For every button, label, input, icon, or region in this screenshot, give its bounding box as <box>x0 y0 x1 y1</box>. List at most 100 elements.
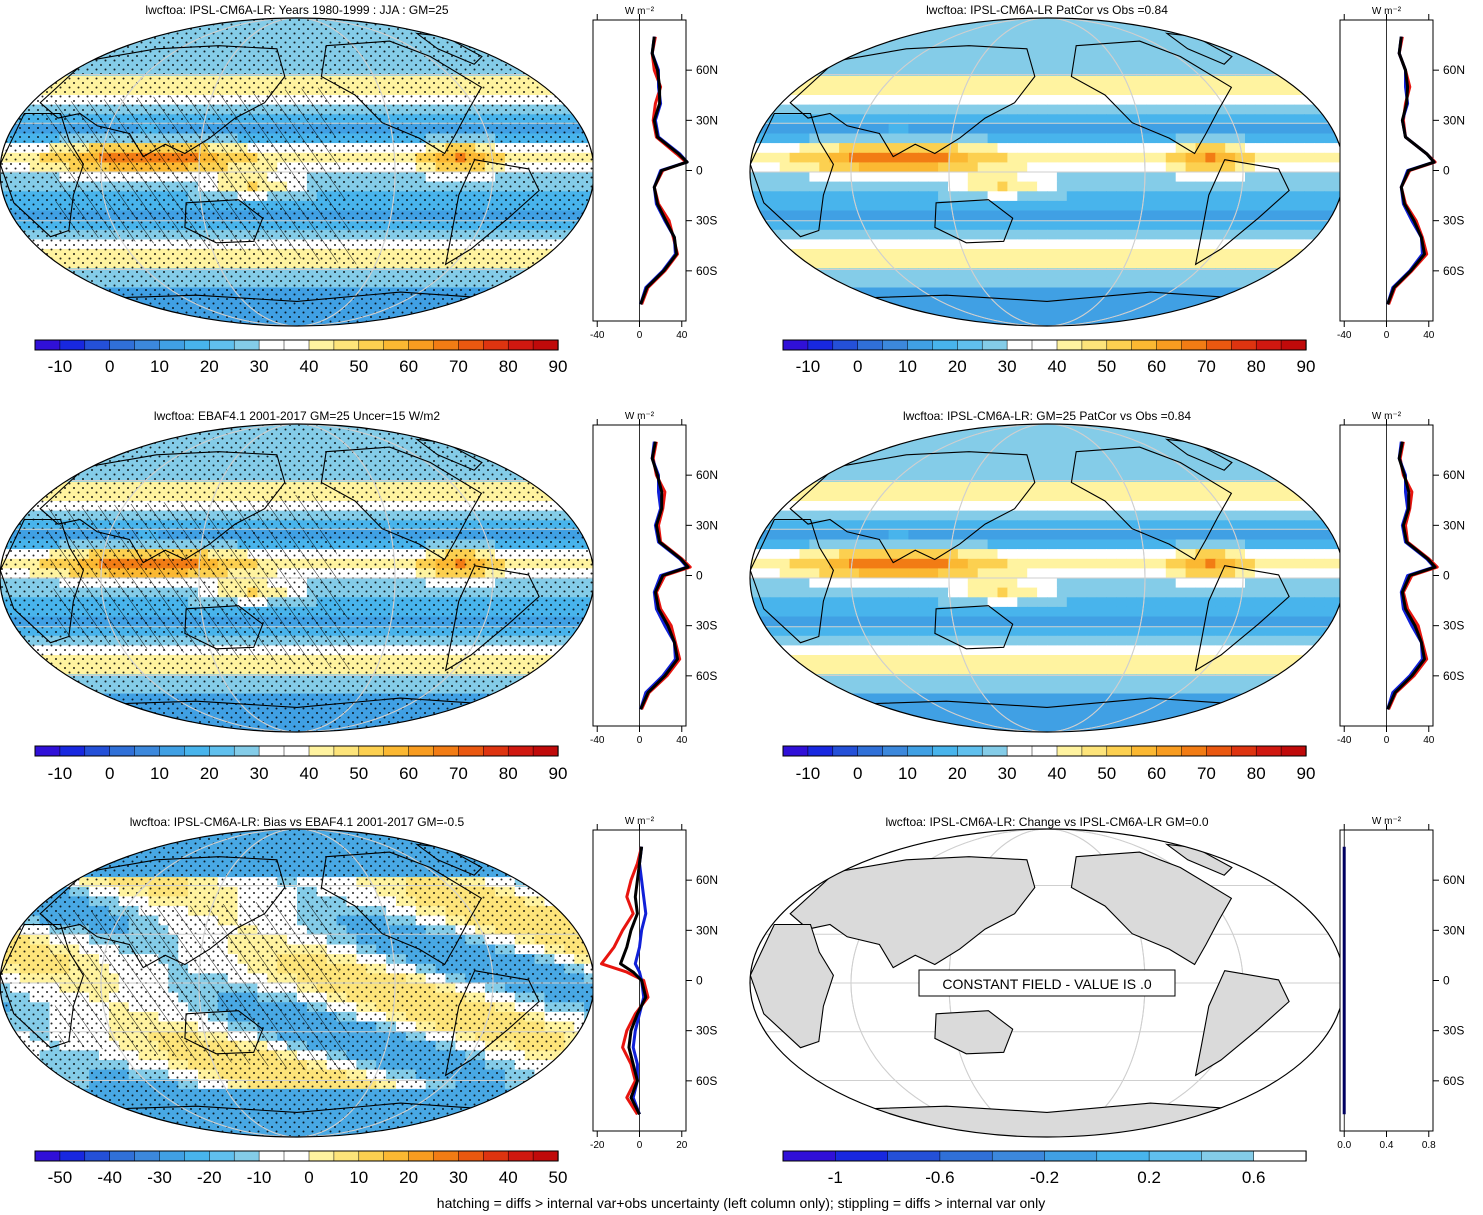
graticule <box>750 424 1344 732</box>
colorbar-tick-label: 20 <box>200 357 219 376</box>
colorbar-swatch <box>1231 339 1257 351</box>
continent-outline <box>184 199 264 244</box>
colorbar-swatch <box>233 339 260 351</box>
map-title: lwcftoa: IPSL-CM6A-LR: GM=25 PatCor vs O… <box>903 409 1191 423</box>
continent-outline <box>1070 851 1233 966</box>
colorbar-swatch <box>807 339 834 351</box>
colorbar-tick-label: 40 <box>300 764 319 783</box>
colorbar-swatch <box>134 745 161 757</box>
zonal-mean-line <box>639 441 690 710</box>
zonal-mean-panel: -40 0 40 W m⁻² 60N 30N 0 30S 60S <box>590 6 718 341</box>
colorbar-swatch <box>109 339 136 351</box>
zonal-lat-tick-label: 60S <box>1443 264 1464 278</box>
colorbar-tick-label: 50 <box>1097 764 1116 783</box>
colorbar-tick-label: 50 <box>349 764 368 783</box>
colorbar-swatch <box>358 339 385 351</box>
zonal-lat-tick-label: 0 <box>1443 164 1450 178</box>
continent-outline <box>184 605 264 650</box>
colorbar-swatch <box>1056 339 1083 351</box>
colorbar-swatch <box>835 1150 889 1162</box>
colorbar-swatch <box>109 745 136 757</box>
zonal-lat-tick-label: 60S <box>696 264 717 278</box>
colorbar-swatch <box>258 1150 285 1162</box>
colorbar-swatch <box>782 1150 836 1162</box>
zonal-lat-tick-label: 30N <box>696 518 718 532</box>
zonal-x-tick-label: 0 <box>637 330 643 341</box>
zonal-lat-tick-label: 60N <box>1443 63 1465 77</box>
colorbar-tick-label: -0.2 <box>1030 1168 1059 1187</box>
continent-outline <box>1194 565 1290 672</box>
colorbar-tick-label: 30 <box>998 357 1017 376</box>
colorbar-tick-label: 70 <box>449 357 468 376</box>
colorbar-swatch <box>433 1150 460 1162</box>
colorbar-swatch <box>159 1150 186 1162</box>
colorbar-tick-label: 60 <box>1147 357 1166 376</box>
colorbar-swatch <box>957 339 983 351</box>
colorbar-swatch <box>258 745 285 757</box>
colorbar-tick-label: 0 <box>105 357 114 376</box>
footer-note: hatching = diffs > internal var+obs unce… <box>437 1195 1045 1211</box>
map-title: lwcftoa: IPSL-CM6A-LR: Years 1980-1999 :… <box>145 3 448 17</box>
colorbar-tick-label: 50 <box>349 357 368 376</box>
colorbar-tick-label: 0 <box>853 357 862 376</box>
colorbar-tick-label: 70 <box>449 764 468 783</box>
colorbar-swatch <box>383 1150 410 1162</box>
colorbar-swatch <box>134 1150 161 1162</box>
colorbar-swatch <box>383 745 410 757</box>
continent-outline <box>789 856 1036 969</box>
colorbar-swatch <box>1044 1150 1098 1162</box>
zonal-x-tick-label: 40 <box>676 735 688 746</box>
colorbar-swatch <box>34 1150 61 1162</box>
zonal-lat-tick-label: 60S <box>1443 669 1464 683</box>
colorbar-tick-label: 40 <box>300 357 319 376</box>
zonal-lat-tick-label: 60N <box>1443 873 1465 887</box>
colorbar-swatch <box>907 339 934 351</box>
colorbar-swatch <box>507 1150 534 1162</box>
continent-outline <box>851 291 1243 326</box>
colorbar-tick-label: 30 <box>449 1168 468 1187</box>
zonal-x-tick-label: -40 <box>1337 330 1352 341</box>
colorbar-tick-label: 70 <box>1197 357 1216 376</box>
colorbar-swatch <box>1280 745 1307 757</box>
continent-outline <box>39 45 286 158</box>
colorbar: -50 -40 -30 -20 -10 0 10 20 30 40 50 <box>34 1150 567 1187</box>
colorbar-swatch <box>1131 339 1158 351</box>
colorbar-swatch <box>507 339 534 351</box>
colorbar-tick-label: 40 <box>1048 764 1067 783</box>
graticule <box>0 18 594 326</box>
zonal-lat-tick-label: 30S <box>1443 214 1464 228</box>
colorbar-swatch <box>1106 339 1133 351</box>
colorbar-tick-label: 10 <box>898 357 917 376</box>
zonal-lat-tick-label: 0 <box>696 974 703 988</box>
continent-outline <box>0 518 85 644</box>
zonal-mean-line <box>639 36 689 305</box>
continent-outline <box>39 451 286 564</box>
continent-outline <box>750 112 835 238</box>
continent-outline <box>1070 446 1233 561</box>
colorbar-swatch <box>1156 745 1183 757</box>
colorbar-swatch <box>84 339 111 351</box>
colorbar-swatch <box>308 339 335 351</box>
colorbar-tick-label: -10 <box>796 764 821 783</box>
colorbar-swatch <box>358 745 385 757</box>
zonal-lat-tick-label: 30N <box>696 923 718 937</box>
colorbar-swatch <box>782 339 809 351</box>
colorbar-swatch <box>134 339 161 351</box>
colorbar-swatch <box>308 745 335 757</box>
zonal-lat-tick-label: 60N <box>696 468 718 482</box>
colorbar-swatch <box>1056 745 1083 757</box>
colorbar-swatch <box>283 1150 310 1162</box>
colorbar-tick-label: 70 <box>1197 764 1216 783</box>
continent-outline <box>320 851 483 966</box>
zonal-lat-tick-label: 30S <box>696 1024 717 1038</box>
colorbar-swatch <box>1096 1150 1150 1162</box>
zonal-units-label: W m⁻² <box>1372 411 1402 422</box>
colorbar-swatch <box>1280 339 1307 351</box>
zonal-x-tick-label: 0 <box>637 1140 643 1151</box>
colorbar-tick-label: -10 <box>48 764 73 783</box>
colorbar-swatch <box>939 1150 993 1162</box>
continent-outline <box>934 605 1014 650</box>
constant-field-box <box>918 969 1176 997</box>
colorbar-swatch <box>832 339 859 351</box>
zonal-mean-panel: 0.0 0.4 0.8 W m⁻² 60N 30N 0 30S 60S <box>1337 816 1465 1151</box>
